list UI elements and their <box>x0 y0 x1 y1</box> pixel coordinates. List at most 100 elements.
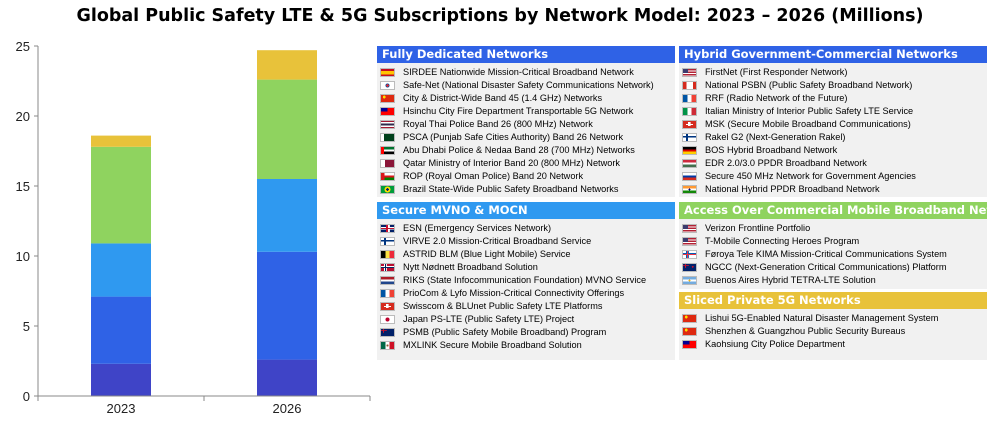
bar-segment <box>257 359 317 396</box>
hungary-flag-icon <box>682 159 697 168</box>
network-label: NGCC (Next-Generation Critical Communica… <box>705 262 947 272</box>
bar-segment <box>257 251 317 360</box>
russia-flag-icon <box>682 172 697 181</box>
bar-segment <box>257 179 317 252</box>
panel-hybrid-government-commercial-networks: Hybrid Government-Commercial Networks Fir… <box>679 46 987 197</box>
network-label: Nytt Nødnett Broadband Solution <box>403 262 538 272</box>
list-item: Brazil State-Wide Public Safety Broadban… <box>377 183 675 196</box>
network-label: Lishui 5G-Enabled Natural Disaster Manag… <box>705 313 939 323</box>
list-item: BOS Hybrid Broadband Network <box>679 144 987 157</box>
y-tick-label: 0 <box>23 389 30 404</box>
usa-flag-icon <box>682 237 697 246</box>
list-item: EDR 2.0/3.0 PPDR Broadband Network <box>679 157 987 170</box>
list-item: SIRDEE Nationwide Mission-Critical Broad… <box>377 66 675 79</box>
list-item: RRF (Radio Network of the Future) <box>679 92 987 105</box>
list-item: Shenzhen & Guangzhou Public Security Bur… <box>679 325 987 338</box>
list-item: RIKS (State Infocommunication Foundation… <box>377 274 675 287</box>
panel-sliced-private-5g-networks: Sliced Private 5G Networks Lishui 5G-Enab… <box>679 292 987 360</box>
list-item: National PSBN (Public Safety Broadband N… <box>679 79 987 92</box>
switzerland-flag-icon <box>682 120 697 129</box>
network-label: PSMB (Public Safety Mobile Broadband) Pr… <box>403 327 607 337</box>
pakistan-flag-icon <box>380 133 395 142</box>
network-label: MSK (Secure Mobile Broadband Communicati… <box>705 119 911 129</box>
network-label: Italian Ministry of Interior Public Safe… <box>705 106 914 116</box>
network-label: VIRVE 2.0 Mission-Critical Broadband Ser… <box>403 236 592 246</box>
network-label: Shenzhen & Guangzhou Public Security Bur… <box>705 326 906 336</box>
network-label: Hsinchu City Fire Department Transportab… <box>403 106 634 116</box>
usa-flag-icon <box>682 224 697 233</box>
korea-flag-icon <box>380 81 395 90</box>
italy-flag-icon <box>682 107 697 116</box>
network-label: SIRDEE Nationwide Mission-Critical Broad… <box>403 67 634 77</box>
network-label: Abu Dhabi Police & Nedaa Band 28 (700 MH… <box>403 145 635 155</box>
network-label: MXLINK Secure Mobile Broadband Solution <box>403 340 582 350</box>
list-item: Safe-Net (National Disaster Safety Commu… <box>377 79 675 92</box>
japan-flag-icon <box>380 315 395 324</box>
network-label: PSCA (Punjab Safe Cities Authority) Band… <box>403 132 624 142</box>
panel-fully-dedicated-networks: Fully Dedicated Networks SIRDEE Nationwid… <box>377 46 675 197</box>
spain-flag-icon <box>380 68 395 77</box>
network-list: Verizon Frontline Portfolio T-Mobile Conn… <box>679 219 987 287</box>
uae-flag-icon <box>380 146 395 155</box>
mexico-flag-icon <box>380 341 395 350</box>
network-label: Rakel G2 (Next-Generation Rakel) <box>705 132 846 142</box>
chart-title: Global Public Safety LTE & 5G Subscripti… <box>76 6 924 26</box>
belgium-flag-icon <box>380 250 395 259</box>
bar-segment <box>91 363 151 396</box>
bar-segment <box>257 50 317 80</box>
switzerland-flag-icon <box>380 302 395 311</box>
finland-flag-icon <box>380 237 395 246</box>
network-label: Swisscom & BLUnet Public Safety LTE Plat… <box>403 301 603 311</box>
network-label: Qatar Ministry of Interior Band 20 (800 … <box>403 158 621 168</box>
x-tick-label: 2026 <box>273 401 302 416</box>
network-label: T-Mobile Connecting Heroes Program <box>705 236 860 246</box>
brazil-flag-icon <box>380 185 395 194</box>
network-label: ASTRID BLM (Blue Light Mobile) Service <box>403 249 571 259</box>
australia-flag-icon <box>380 328 395 337</box>
argentina-flag-icon <box>682 276 697 285</box>
list-item: Qatar Ministry of Interior Band 20 (800 … <box>377 157 675 170</box>
panel-header: Secure MVNO & MOCN <box>377 202 675 219</box>
list-item: Verizon Frontline Portfolio <box>679 222 987 235</box>
bar-segment <box>91 146 151 244</box>
list-item: ASTRID BLM (Blue Light Mobile) Service <box>377 248 675 261</box>
bar-segment <box>91 135 151 147</box>
list-item: ESN (Emergency Services Network) <box>377 222 675 235</box>
list-item: City & District-Wide Band 45 (1.4 GHz) N… <box>377 92 675 105</box>
list-item: Buenos Aires Hybrid TETRA-LTE Solution <box>679 274 987 287</box>
y-tick-label: 20 <box>16 109 30 124</box>
qatar-flag-icon <box>380 159 395 168</box>
network-list: ESN (Emergency Services Network) VIRVE 2.… <box>377 219 675 352</box>
network-label: National Hybrid PPDR Broadband Network <box>705 184 880 194</box>
network-label: EDR 2.0/3.0 PPDR Broadband Network <box>705 158 867 168</box>
newzealand-flag-icon <box>682 263 697 272</box>
network-label: PrioCom & Lyfo Mission-Critical Connecti… <box>403 288 625 298</box>
panel-access-over-commercial-networks: Access Over Commercial Mobile Broadband … <box>679 202 987 289</box>
netherlands-flag-icon <box>380 276 395 285</box>
france-flag-icon <box>682 94 697 103</box>
uk-flag-icon <box>380 224 395 233</box>
network-label: RIKS (State Infocommunication Foundation… <box>403 275 647 285</box>
network-label: Royal Thai Police Band 26 (800 MHz) Netw… <box>403 119 593 129</box>
bar-segment <box>257 79 317 179</box>
network-label: Kaohsiung City Police Department <box>705 339 845 349</box>
france-flag-icon <box>380 289 395 298</box>
y-tick-label: 25 <box>16 39 30 54</box>
network-label: National PSBN (Public Safety Broadband N… <box>705 80 913 90</box>
y-tick-label: 15 <box>16 179 30 194</box>
list-item: MXLINK Secure Mobile Broadband Solution <box>377 339 675 352</box>
y-tick-label: 5 <box>23 319 30 334</box>
network-label: Secure 450 MHz Network for Government Ag… <box>705 171 916 181</box>
network-label: Føroya Tele KIMA Mission-Critical Commun… <box>705 249 947 259</box>
china-flag-icon <box>682 314 697 323</box>
network-list: Lishui 5G-Enabled Natural Disaster Manag… <box>679 309 987 351</box>
list-item: ROP (Royal Oman Police) Band 20 Network <box>377 170 675 183</box>
china-flag-icon <box>380 94 395 103</box>
list-item: FirstNet (First Responder Network) <box>679 66 987 79</box>
germany-flag-icon <box>682 146 697 155</box>
list-item: National Hybrid PPDR Broadband Network <box>679 183 987 196</box>
list-item: Swisscom & BLUnet Public Safety LTE Plat… <box>377 300 675 313</box>
y-tick-label: 10 <box>16 249 30 264</box>
norway-flag-icon <box>380 263 395 272</box>
usa-flag-icon <box>682 68 697 77</box>
